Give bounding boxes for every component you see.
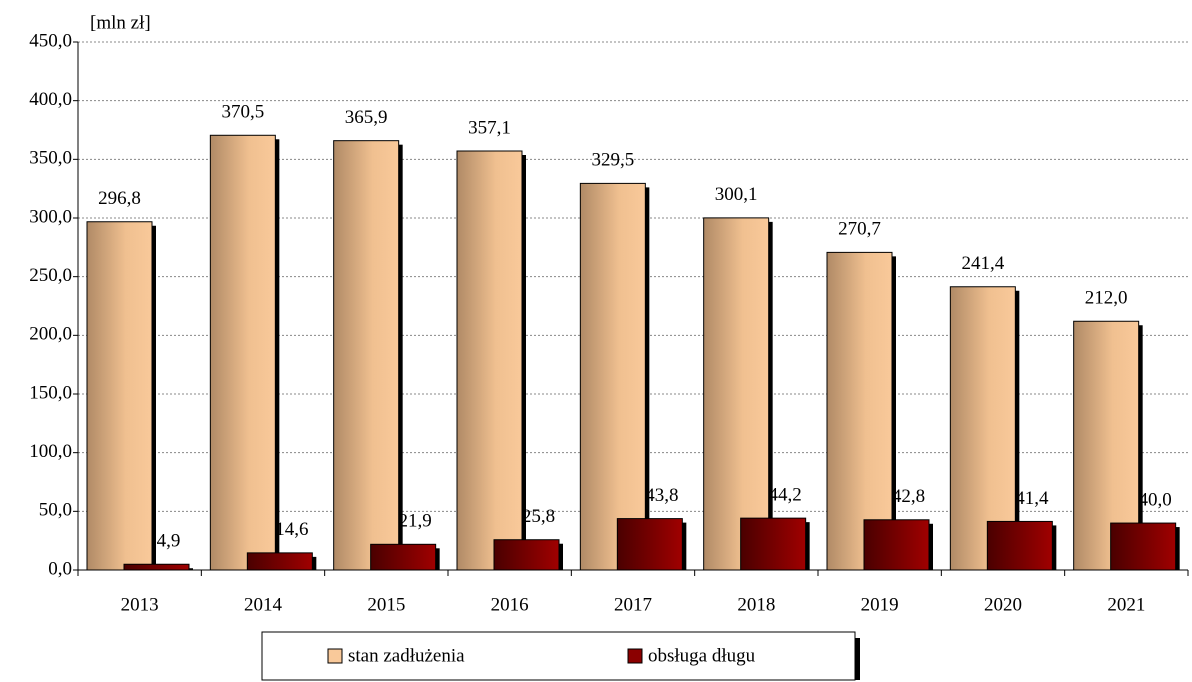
- bar: [740, 517, 807, 571]
- bar: [1110, 522, 1177, 571]
- value-label: 370,5: [221, 102, 264, 123]
- legend-label: stan zadłużenia: [348, 645, 465, 666]
- bar: [863, 519, 930, 571]
- bar: [826, 251, 893, 571]
- y-tick-label: 300,0: [29, 206, 72, 227]
- bar: [703, 217, 770, 571]
- value-label: 241,4: [961, 253, 1004, 274]
- value-label: 296,8: [98, 188, 141, 209]
- x-tick-label: 2021: [1107, 594, 1145, 615]
- y-tick-label: 350,0: [29, 148, 72, 169]
- value-label: 365,9: [345, 107, 388, 128]
- value-label: 21,9: [399, 511, 432, 532]
- bar: [86, 221, 153, 571]
- bar: [246, 552, 313, 571]
- value-label: 212,0: [1085, 288, 1128, 309]
- value-label: 43,8: [645, 485, 678, 506]
- bar: [986, 520, 1053, 571]
- y-tick-label: 450,0: [29, 30, 72, 51]
- x-tick-label: 2014: [244, 594, 283, 615]
- x-tick-label: 2016: [491, 594, 529, 615]
- legend: [261, 631, 856, 681]
- y-tick-label: 250,0: [29, 265, 72, 286]
- value-label: 41,4: [1015, 488, 1049, 509]
- value-label: 329,5: [591, 150, 634, 171]
- y-tick-label: 0,0: [48, 558, 72, 579]
- value-label: 40,0: [1139, 489, 1172, 510]
- x-tick-label: 2013: [121, 594, 159, 615]
- x-tick-label: 2019: [861, 594, 899, 615]
- x-tick-label: 2020: [984, 594, 1022, 615]
- value-label: 4,9: [157, 531, 181, 552]
- value-label: 42,8: [892, 486, 925, 507]
- legend-swatch: [627, 648, 643, 664]
- value-label: 44,2: [769, 484, 802, 505]
- bar: [456, 150, 523, 571]
- y-tick-label: 50,0: [39, 500, 72, 521]
- y-axis-label: [mln zł]: [90, 12, 151, 33]
- value-label: 270,7: [838, 219, 881, 240]
- bar: [616, 518, 683, 571]
- bar: [370, 543, 437, 571]
- y-tick-label: 200,0: [29, 324, 72, 345]
- legend-label: obsługa długu: [648, 645, 756, 666]
- bar: [209, 134, 276, 571]
- bar: [579, 182, 646, 571]
- value-label: 14,6: [275, 519, 308, 540]
- value-label: 25,8: [522, 506, 555, 527]
- bar: [493, 539, 560, 571]
- bar: [123, 563, 190, 571]
- bar: [333, 140, 400, 571]
- legend-swatch: [327, 648, 343, 664]
- value-label: 300,1: [715, 184, 758, 205]
- y-tick-label: 100,0: [29, 441, 72, 462]
- legend-shadow: [855, 638, 860, 680]
- x-tick-label: 2018: [737, 594, 775, 615]
- value-label: 357,1: [468, 117, 511, 138]
- x-tick-label: 2017: [614, 594, 652, 615]
- x-tick-label: 2015: [367, 594, 405, 615]
- y-tick-label: 400,0: [29, 89, 72, 110]
- y-tick-label: 150,0: [29, 382, 72, 403]
